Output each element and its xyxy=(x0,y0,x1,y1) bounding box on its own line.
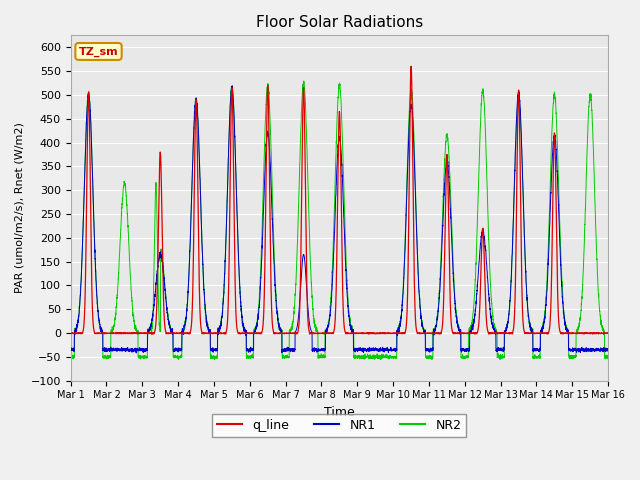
Title: Floor Solar Radiations: Floor Solar Radiations xyxy=(256,15,423,30)
Legend: q_line, NR1, NR2: q_line, NR1, NR2 xyxy=(212,414,467,437)
Y-axis label: PAR (umol/m2/s), Rnet (W/m2): PAR (umol/m2/s), Rnet (W/m2) xyxy=(15,122,25,293)
X-axis label: Time: Time xyxy=(324,406,355,419)
Text: TZ_sm: TZ_sm xyxy=(79,47,118,57)
